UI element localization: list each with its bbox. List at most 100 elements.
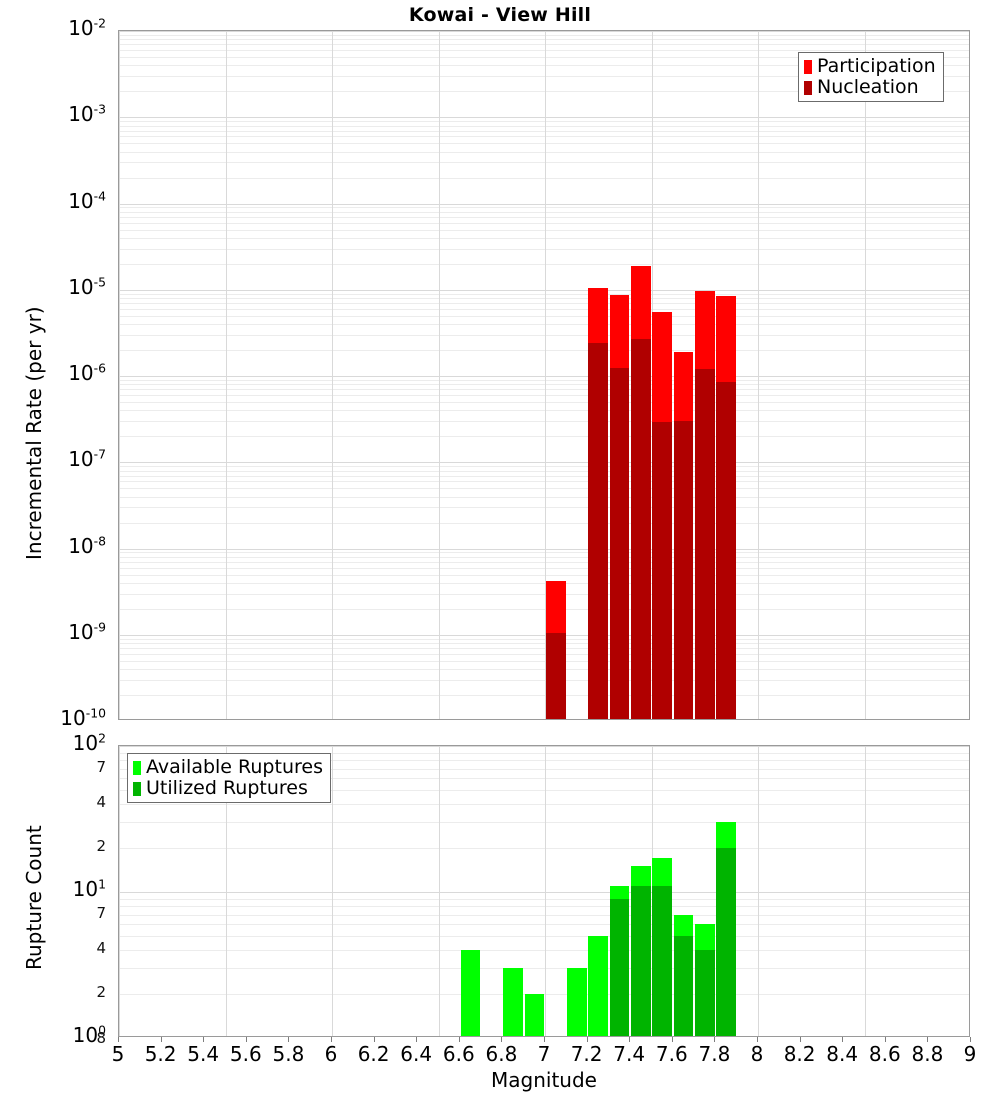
gridline-horizontal-minor bbox=[119, 822, 969, 824]
gridline-horizontal-minor bbox=[119, 65, 969, 67]
gridline-horizontal-minor bbox=[119, 496, 969, 498]
bottom-y-minor-tick-label: 8 bbox=[96, 1029, 106, 1047]
gridline-horizontal-minor bbox=[119, 57, 969, 58]
x-tick-mark bbox=[501, 1037, 503, 1042]
gridline-horizontal-minor bbox=[119, 410, 969, 412]
gridline-horizontal-minor bbox=[119, 229, 969, 231]
bottom-y-tick-label: 102 bbox=[72, 730, 106, 755]
gridline-horizontal-minor bbox=[119, 216, 969, 218]
gridline-vertical bbox=[225, 746, 227, 1036]
gridline-vertical bbox=[758, 746, 759, 1036]
x-tick-mark bbox=[586, 1037, 588, 1042]
gridline-vertical bbox=[119, 746, 120, 1036]
gridline-vertical bbox=[438, 31, 440, 719]
gridline-horizontal-minor bbox=[119, 324, 969, 326]
gridline-vertical bbox=[651, 31, 653, 719]
gridline-horizontal bbox=[119, 462, 969, 464]
bottom-y-minor-tick-label: 7 bbox=[96, 903, 106, 922]
x-tick-label: 8.8 bbox=[911, 1042, 944, 1066]
x-tick-mark bbox=[160, 1037, 162, 1042]
x-tick-mark bbox=[714, 1037, 716, 1042]
gridline-horizontal bbox=[119, 548, 969, 550]
gridline-horizontal-minor bbox=[119, 968, 969, 970]
gridline-horizontal bbox=[119, 376, 969, 377]
nucleation-bar bbox=[631, 338, 651, 719]
top-y-tick-label: 10-2 bbox=[68, 15, 106, 40]
gridline-horizontal-minor bbox=[119, 574, 969, 576]
gridline-horizontal-minor bbox=[119, 561, 969, 563]
gridline-horizontal-minor bbox=[119, 177, 969, 179]
gridline-vertical bbox=[332, 746, 333, 1036]
gridline-horizontal-minor bbox=[119, 151, 969, 153]
top-y-tick-label: 10-4 bbox=[68, 187, 106, 213]
top-y-tick-label: 10-9 bbox=[68, 619, 106, 644]
gridline-horizontal-minor bbox=[119, 648, 969, 650]
gridline-horizontal-minor bbox=[119, 293, 969, 295]
gridline-horizontal bbox=[119, 892, 969, 893]
gridline-horizontal-minor bbox=[119, 207, 969, 209]
x-tick-label: 5.2 bbox=[144, 1042, 177, 1066]
bottom-y-minor-tick-label: 4 bbox=[96, 939, 106, 958]
nucleation-bar bbox=[673, 421, 694, 719]
gridline-horizontal-minor bbox=[119, 567, 969, 569]
bottom-y-minor-tick-label: 2 bbox=[96, 837, 106, 855]
gridline-horizontal-minor bbox=[119, 334, 969, 336]
legend-color-swatch bbox=[804, 80, 812, 95]
gridline-horizontal-minor bbox=[119, 936, 969, 937]
gridline-horizontal-minor bbox=[119, 790, 969, 791]
top-y-tick-label: 10-7 bbox=[68, 446, 106, 472]
x-tick-label: 6.8 bbox=[485, 1042, 518, 1066]
gridline-horizontal-minor bbox=[119, 125, 969, 127]
top-legend-entry[interactable]: Participation bbox=[804, 57, 936, 76]
legend-label: Participation bbox=[817, 55, 936, 77]
legend-label: Available Ruptures bbox=[146, 756, 323, 778]
nucleation-bar bbox=[545, 632, 566, 719]
gridline-horizontal-minor bbox=[119, 522, 969, 524]
gridline-horizontal-minor bbox=[119, 350, 969, 351]
gridline-horizontal-minor bbox=[119, 507, 969, 509]
x-tick-label: 5.6 bbox=[229, 1042, 262, 1066]
x-tick-label: 9 bbox=[963, 1042, 977, 1066]
bottom-legend-entry[interactable]: Utilized Ruptures bbox=[133, 779, 323, 798]
x-axis-label: Magnitude bbox=[491, 1068, 597, 1092]
x-tick-label: 7.6 bbox=[655, 1042, 688, 1066]
gridline-horizontal-minor bbox=[119, 914, 969, 916]
gridline-horizontal-minor bbox=[119, 130, 969, 132]
legend-color-swatch bbox=[804, 59, 812, 74]
x-tick-mark bbox=[799, 1037, 801, 1042]
gridline-vertical bbox=[758, 31, 759, 719]
bottom-legend-entry[interactable]: Available Ruptures bbox=[133, 758, 323, 777]
gridline-vertical bbox=[225, 31, 227, 719]
gridline-horizontal-minor bbox=[119, 695, 969, 696]
gridline-horizontal-minor bbox=[119, 898, 969, 900]
x-tick-mark bbox=[458, 1037, 460, 1042]
x-tick-label: 7 bbox=[537, 1042, 551, 1066]
top-legend-entry[interactable]: Nucleation bbox=[804, 78, 936, 97]
gridline-horizontal-minor bbox=[119, 50, 969, 52]
gridline-vertical bbox=[438, 746, 440, 1036]
x-tick-label: 7.2 bbox=[570, 1042, 603, 1066]
gridline-horizontal-minor bbox=[119, 76, 969, 78]
utilized-ruptures-bar bbox=[652, 886, 673, 1036]
x-tick-mark bbox=[288, 1037, 290, 1042]
available-ruptures-bar bbox=[524, 994, 545, 1036]
gridline-horizontal bbox=[119, 746, 969, 747]
gridline-horizontal-minor bbox=[119, 315, 969, 317]
gridline-horizontal-minor bbox=[119, 638, 969, 640]
gridline-horizontal-minor bbox=[119, 436, 969, 438]
gridline-horizontal-minor bbox=[119, 848, 969, 849]
top-y-axis-label: Incremental Rate (per yr) bbox=[22, 306, 46, 560]
gridline-horizontal-minor bbox=[119, 44, 969, 46]
gridline-horizontal-minor bbox=[119, 162, 969, 164]
gridline-horizontal-minor bbox=[119, 389, 969, 391]
top-y-tick-label: 10-8 bbox=[68, 532, 106, 558]
gridline-vertical bbox=[545, 746, 546, 1036]
top-y-tick-label: 10-10 bbox=[60, 705, 106, 730]
gridline-horizontal-minor bbox=[119, 211, 969, 213]
x-tick-mark bbox=[331, 1037, 332, 1042]
gridline-horizontal bbox=[119, 634, 969, 636]
gridline-horizontal-minor bbox=[119, 470, 969, 472]
x-tick-label: 5.4 bbox=[187, 1042, 220, 1066]
nucleation-bar bbox=[694, 369, 715, 719]
gridline-horizontal-minor bbox=[119, 488, 969, 490]
